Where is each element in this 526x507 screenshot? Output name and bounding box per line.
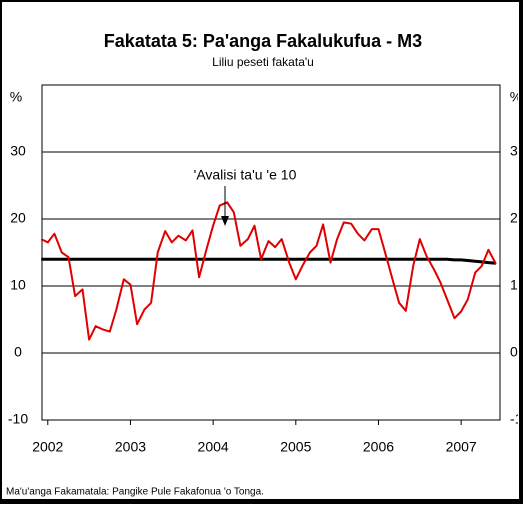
- x-tick-label: 2003: [115, 439, 146, 455]
- frame: [0, 0, 521, 501]
- x-tick-label: 2006: [363, 439, 394, 455]
- y2-tick-label: 30: [510, 143, 526, 159]
- y-tick-label: 10: [10, 277, 26, 293]
- y2-tick-label: 0: [510, 344, 518, 360]
- y2-tick-label: 10: [510, 277, 526, 293]
- annotation: 'Avalisi ta'u 'e 10: [194, 167, 297, 183]
- x-tick-label: 2007: [446, 439, 477, 455]
- data-line: [40, 201, 497, 341]
- source-note: Ma'u'anga Fakamatala: Pangike Pule Fakaf…: [6, 487, 264, 498]
- x-tick-label: 2004: [198, 439, 229, 455]
- x-tick-label: 2002: [32, 439, 63, 455]
- y-tick-label: 20: [10, 210, 26, 226]
- plot-area: [41, 84, 501, 421]
- y-axis-label: %: [10, 89, 22, 105]
- chart-subtitle: Liliu peseti fakata'u: [212, 55, 314, 69]
- data-line: [41, 257, 497, 265]
- x-tick-label: 2005: [280, 439, 311, 455]
- y-tick-label: 0: [14, 344, 22, 360]
- chart-title: Fakatata 5: Pa'anga Fakalukufua - M3: [104, 31, 422, 51]
- y2-tick-label: 20: [510, 210, 526, 226]
- annotation-arrowhead: [221, 216, 229, 226]
- y-tick-label: -10: [8, 411, 28, 427]
- y2-axis-label: %: [510, 89, 522, 105]
- y2-tick-label: -10: [510, 411, 526, 427]
- y-tick-label: 30: [10, 143, 26, 159]
